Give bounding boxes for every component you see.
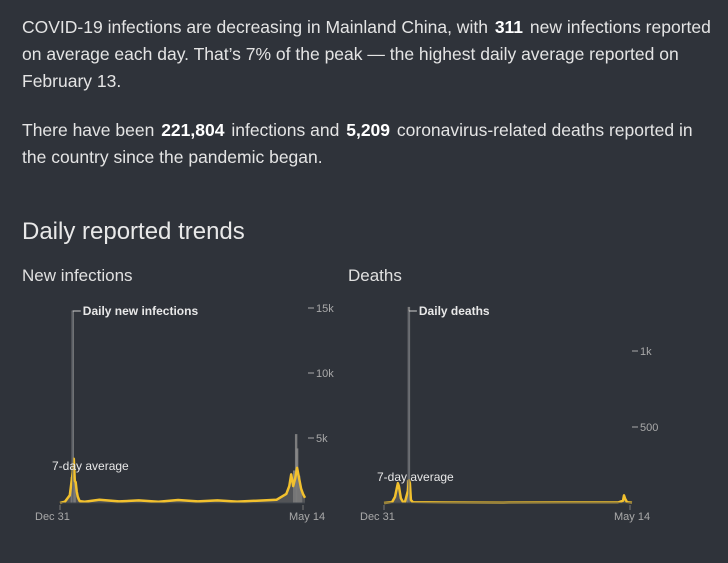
deaths-y-tick-label: 1k [640, 346, 652, 358]
section-title: Daily reported trends [22, 218, 245, 245]
avg-infections-value: 311 [494, 17, 524, 37]
total-deaths-value: 5,209 [346, 120, 391, 140]
infections-series-label: Daily new infections [83, 304, 199, 318]
deaths-x-tick-label-start: Dec 31 [360, 511, 395, 523]
p1-text-start: COVID-19 infections are decreasing in Ma… [22, 17, 488, 37]
infections-average-label: 7-day average [52, 459, 129, 473]
infections-y-tick-label: 5k [316, 433, 328, 445]
deaths-x-tick-label-end: May 14 [614, 511, 650, 523]
total-infections-value: 221,804 [161, 120, 225, 140]
p1-text-end: new infections reported on average each … [22, 17, 711, 91]
infections-x-tick-label-end: May 14 [289, 511, 325, 523]
p2-text-mid: infections and [231, 120, 340, 140]
summary-paragraph-2: There have been 221,804 infections and 5… [22, 117, 712, 171]
infections-x-tick-label-start: Dec 31 [35, 511, 70, 523]
p2-text-start: There have been [22, 120, 155, 140]
infections-y-tick-label: 15k [316, 303, 334, 315]
infections-chart-title: New infections [22, 266, 133, 285]
deaths-y-tick-label: 500 [640, 422, 658, 434]
deaths-average-label: 7-day average [377, 470, 454, 484]
deaths-chart-title: Deaths [348, 266, 402, 285]
p2-text-end: coronavirus-related deaths reported in t… [22, 120, 693, 167]
summary-paragraph-1: COVID-19 infections are decreasing in Ma… [22, 14, 712, 95]
deaths-series-label: Daily deaths [419, 304, 490, 318]
infections-y-tick-label: 10k [316, 368, 334, 380]
deaths-average-line [383, 478, 633, 505]
infections-average-line [59, 457, 307, 505]
